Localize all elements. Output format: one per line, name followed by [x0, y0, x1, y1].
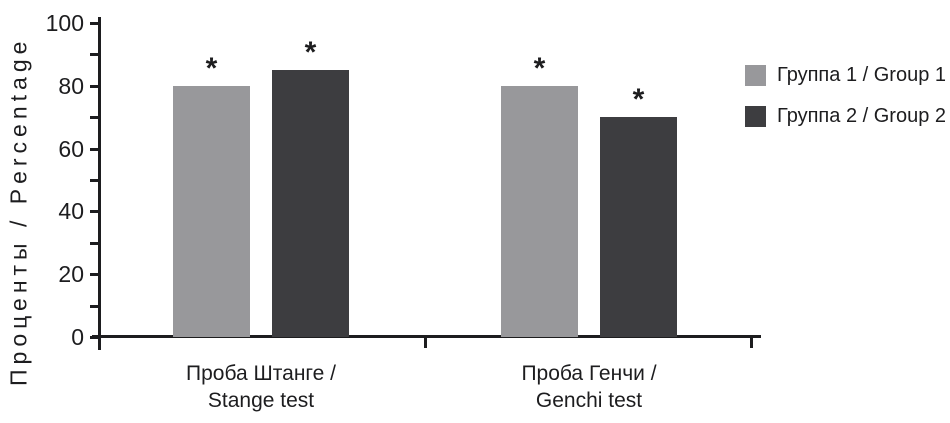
significance-marker: *: [632, 83, 645, 116]
legend-item-group-1: Группа 1 / Group 1: [745, 64, 947, 86]
significance-marker: *: [533, 52, 546, 85]
legend-swatch-group-2: [745, 106, 766, 127]
y-tick: [90, 85, 99, 88]
y-tick: [90, 22, 99, 25]
x-tick: [750, 337, 753, 348]
y-axis-line: [98, 17, 101, 350]
category-label-line2: Genchi test: [535, 389, 643, 412]
legend-item-group-2: Группа 2 / Group 2: [745, 105, 947, 127]
x-axis-line: [92, 335, 761, 338]
y-tick: [90, 148, 99, 151]
significance-marker: *: [205, 52, 218, 85]
y-tick-label: 20: [58, 261, 84, 287]
y-tick-label: 0: [71, 324, 84, 350]
y-tick: [90, 179, 99, 182]
legend: Группа 1 / Group 1 Группа 2 / Group 2: [745, 64, 947, 147]
legend-label-group-2: Группа 2 / Group 2: [777, 105, 947, 127]
category-label-2: Проба Генчи / Genchi test: [439, 360, 739, 414]
y-tick: [90, 305, 99, 308]
bar-series2-cat1: [272, 70, 349, 337]
legend-swatch-group-1: [745, 65, 766, 86]
y-tick-label: 40: [58, 198, 84, 224]
y-tick-label: 100: [45, 10, 84, 36]
category-label-line1: Проба Штанге /: [186, 362, 336, 385]
y-tick-label: 60: [58, 136, 84, 162]
y-tick: [90, 273, 99, 276]
y-tick: [90, 210, 99, 213]
y-tick-label: 80: [58, 73, 84, 99]
y-tick: [90, 53, 99, 56]
x-tick: [424, 337, 427, 348]
category-label-line1: Проба Генчи /: [521, 362, 657, 385]
y-tick: [90, 116, 99, 119]
y-tick: [90, 336, 99, 339]
category-label-line2: Stange test: [207, 389, 315, 412]
legend-label-group-1: Группа 1 / Group 1: [777, 64, 947, 86]
bar-series1-cat2: [501, 86, 578, 337]
bar-series1-cat1: [173, 86, 250, 337]
significance-marker: *: [304, 36, 317, 69]
category-label-1: Проба Штанге / Stange test: [111, 360, 411, 414]
bar-series2-cat2: [600, 117, 677, 337]
y-tick: [90, 242, 99, 245]
